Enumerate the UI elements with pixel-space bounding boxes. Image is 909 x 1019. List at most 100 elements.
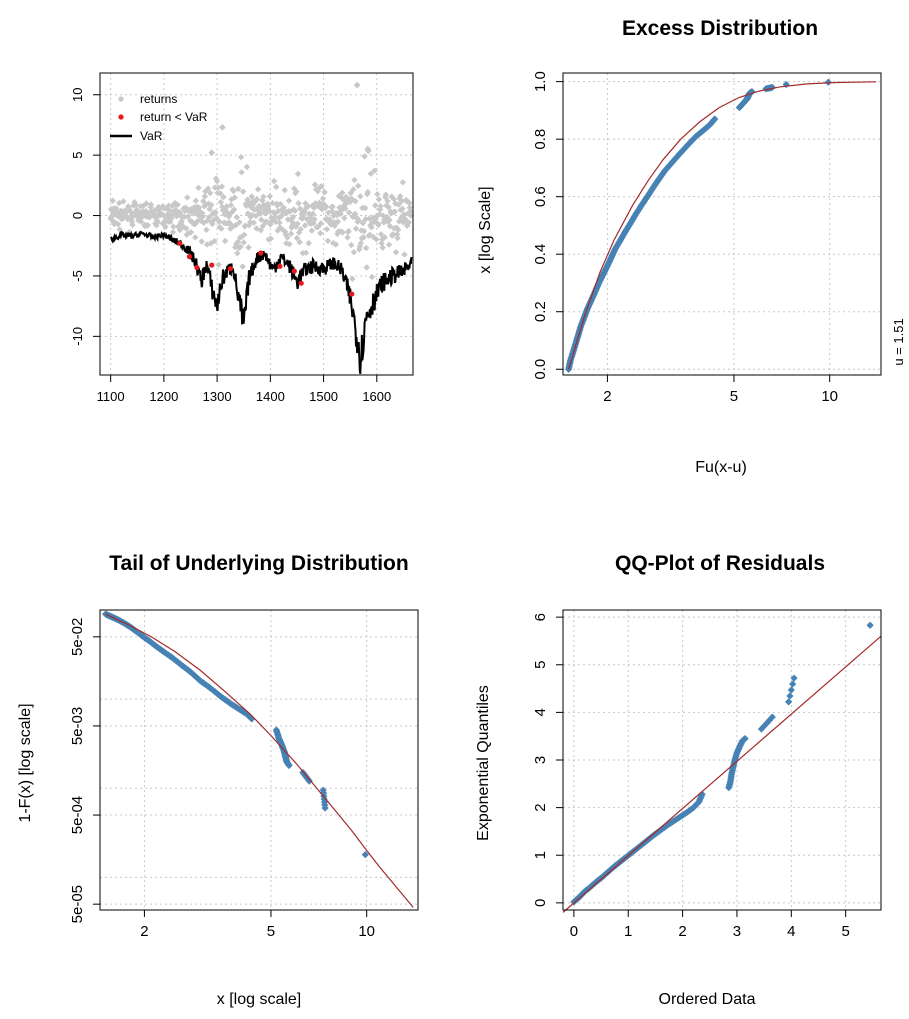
- returns-point: [180, 213, 188, 221]
- returns-point: [198, 238, 205, 245]
- returns-point: [253, 195, 261, 203]
- tail-xlabel: x [log scale]: [217, 991, 301, 1008]
- returns-point: [319, 195, 327, 202]
- qq-point: [698, 790, 706, 798]
- returns-point: [240, 239, 247, 246]
- returns-point: [237, 243, 244, 250]
- qq-point: [741, 734, 749, 743]
- returns-point: [137, 218, 145, 225]
- returns-point: [318, 183, 325, 190]
- tail-point: [285, 761, 293, 770]
- returns-point: [361, 204, 369, 212]
- returns-point: [360, 234, 367, 241]
- returns-point: [154, 219, 161, 226]
- returns-point: [323, 203, 330, 210]
- p-var-xtick-label: 1100: [97, 389, 125, 404]
- returns-point: [218, 225, 225, 232]
- returns-point: [381, 216, 388, 223]
- returns-point: [405, 219, 412, 226]
- excess-point: [711, 115, 719, 123]
- returns-point: [317, 220, 325, 227]
- returns-point: [358, 227, 365, 234]
- returns-point: [109, 197, 116, 204]
- returns-point: [205, 214, 213, 221]
- returns-point: [287, 230, 295, 237]
- returns-point: [293, 188, 300, 195]
- legend-breach-label: return < VaR: [140, 110, 208, 124]
- returns-point: [250, 219, 258, 226]
- returns-point: [247, 204, 255, 211]
- returns-point: [347, 189, 354, 197]
- tail-point: [305, 777, 313, 785]
- returns-point: [227, 202, 235, 209]
- legend-returns-marker: [118, 96, 124, 102]
- returns-point: [259, 222, 267, 230]
- p-qq-ytick-label: 6: [532, 613, 549, 621]
- returns-point: [109, 207, 116, 215]
- returns-point: [247, 213, 254, 221]
- qq-point: [790, 674, 798, 682]
- returns-point: [235, 185, 242, 193]
- p-qq-xtick-label: 2: [678, 923, 686, 940]
- returns-point: [215, 261, 222, 268]
- returns-point: [237, 153, 245, 161]
- returns-point: [406, 204, 414, 211]
- returns-point: [371, 167, 378, 174]
- returns-point: [394, 234, 401, 242]
- returns-point: [339, 189, 346, 197]
- returns-point: [284, 234, 291, 241]
- returns-point: [349, 275, 356, 283]
- returns-point: [344, 234, 351, 241]
- p-tail-xtick-label: 2: [140, 923, 148, 940]
- returns-point: [302, 249, 310, 257]
- breach-point: [177, 240, 183, 246]
- returns-point: [131, 198, 138, 206]
- p-excess-xtick-label: 10: [821, 388, 838, 405]
- returns-point: [147, 201, 155, 208]
- returns-point: [265, 203, 272, 210]
- returns-point: [108, 213, 115, 220]
- excess-panel: Excess Distribution 2 5 10 0.0 0.2 0.4 0.6 0.8 1…: [477, 17, 906, 476]
- returns-point: [169, 228, 177, 236]
- returns-point: [311, 216, 318, 223]
- returns-point: [321, 188, 328, 196]
- qq-point: [786, 692, 794, 700]
- returns-point: [394, 226, 402, 234]
- excess-xlabel: Fu(x-u): [695, 459, 747, 476]
- returns-point: [271, 214, 278, 221]
- tail-ylabel: 1-F(x) [log scale]: [17, 703, 34, 822]
- returns-point: [375, 196, 383, 203]
- p-qq-ytick-label: 4: [532, 708, 549, 716]
- returns-point: [309, 210, 317, 218]
- returns-point: [308, 227, 316, 234]
- returns-point: [354, 182, 362, 190]
- returns-point: [281, 186, 288, 194]
- excess-point: [748, 88, 756, 96]
- returns-point: [337, 210, 344, 218]
- returns-point: [406, 199, 413, 207]
- returns-point: [399, 179, 407, 186]
- returns-point: [132, 201, 139, 209]
- qq-title: QQ-Plot of Residuals: [615, 552, 825, 575]
- returns-point: [287, 216, 294, 223]
- returns-point: [165, 202, 172, 209]
- returns-point: [195, 184, 202, 192]
- returns-point: [339, 229, 346, 236]
- excess-title: Excess Distribution: [622, 17, 818, 40]
- p-qq-xtick-label: 5: [841, 923, 849, 940]
- returns-point: [352, 225, 360, 232]
- returns-point: [187, 229, 195, 236]
- p-var-xtick-label: 1300: [203, 389, 232, 404]
- returns-point: [392, 249, 400, 256]
- p-var-ytick-label: 5: [70, 152, 85, 159]
- returns-point: [257, 227, 264, 234]
- returns-point: [163, 205, 170, 212]
- p-var-frame: [99, 72, 414, 376]
- legend-returns-label: returns: [140, 92, 177, 106]
- returns-point: [266, 193, 274, 200]
- tail-title: Tail of Underlying Distribution: [109, 552, 408, 575]
- returns-point: [401, 251, 408, 258]
- returns-point: [386, 223, 394, 230]
- returns-point: [191, 204, 198, 211]
